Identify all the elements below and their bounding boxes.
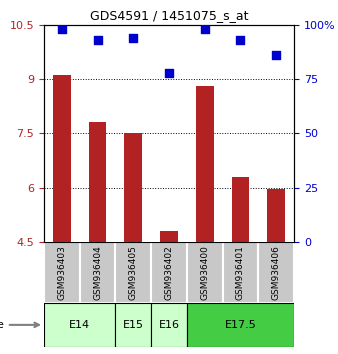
FancyBboxPatch shape [187,303,294,347]
FancyBboxPatch shape [151,242,187,303]
FancyBboxPatch shape [187,242,223,303]
FancyBboxPatch shape [44,242,80,303]
FancyBboxPatch shape [258,242,294,303]
Text: GSM936406: GSM936406 [272,245,281,300]
Text: GSM936401: GSM936401 [236,245,245,300]
Text: GSM936403: GSM936403 [57,245,66,300]
FancyBboxPatch shape [115,303,151,347]
FancyBboxPatch shape [115,242,151,303]
Text: E15: E15 [123,320,144,330]
Text: E17.5: E17.5 [224,320,256,330]
Bar [124,133,142,242]
Text: GSM936400: GSM936400 [200,245,209,300]
Text: GSM936405: GSM936405 [129,245,138,300]
Point [273,52,279,58]
Point [166,70,172,75]
Bar [232,177,249,242]
Bar [196,86,214,242]
Point [202,26,208,32]
Text: GSM936404: GSM936404 [93,245,102,300]
FancyBboxPatch shape [80,242,115,303]
Bar [89,122,106,242]
Bar [53,75,71,242]
Point [238,37,243,43]
FancyBboxPatch shape [223,242,258,303]
Bar [160,231,178,242]
Text: age: age [0,320,39,330]
FancyBboxPatch shape [44,303,115,347]
Title: GDS4591 / 1451075_s_at: GDS4591 / 1451075_s_at [90,9,248,22]
Text: E16: E16 [159,320,179,330]
Point [59,26,65,32]
Bar [267,189,285,242]
Point [130,35,136,41]
FancyBboxPatch shape [151,303,187,347]
Text: E14: E14 [69,320,90,330]
Point [95,37,100,43]
Text: GSM936402: GSM936402 [165,245,173,300]
